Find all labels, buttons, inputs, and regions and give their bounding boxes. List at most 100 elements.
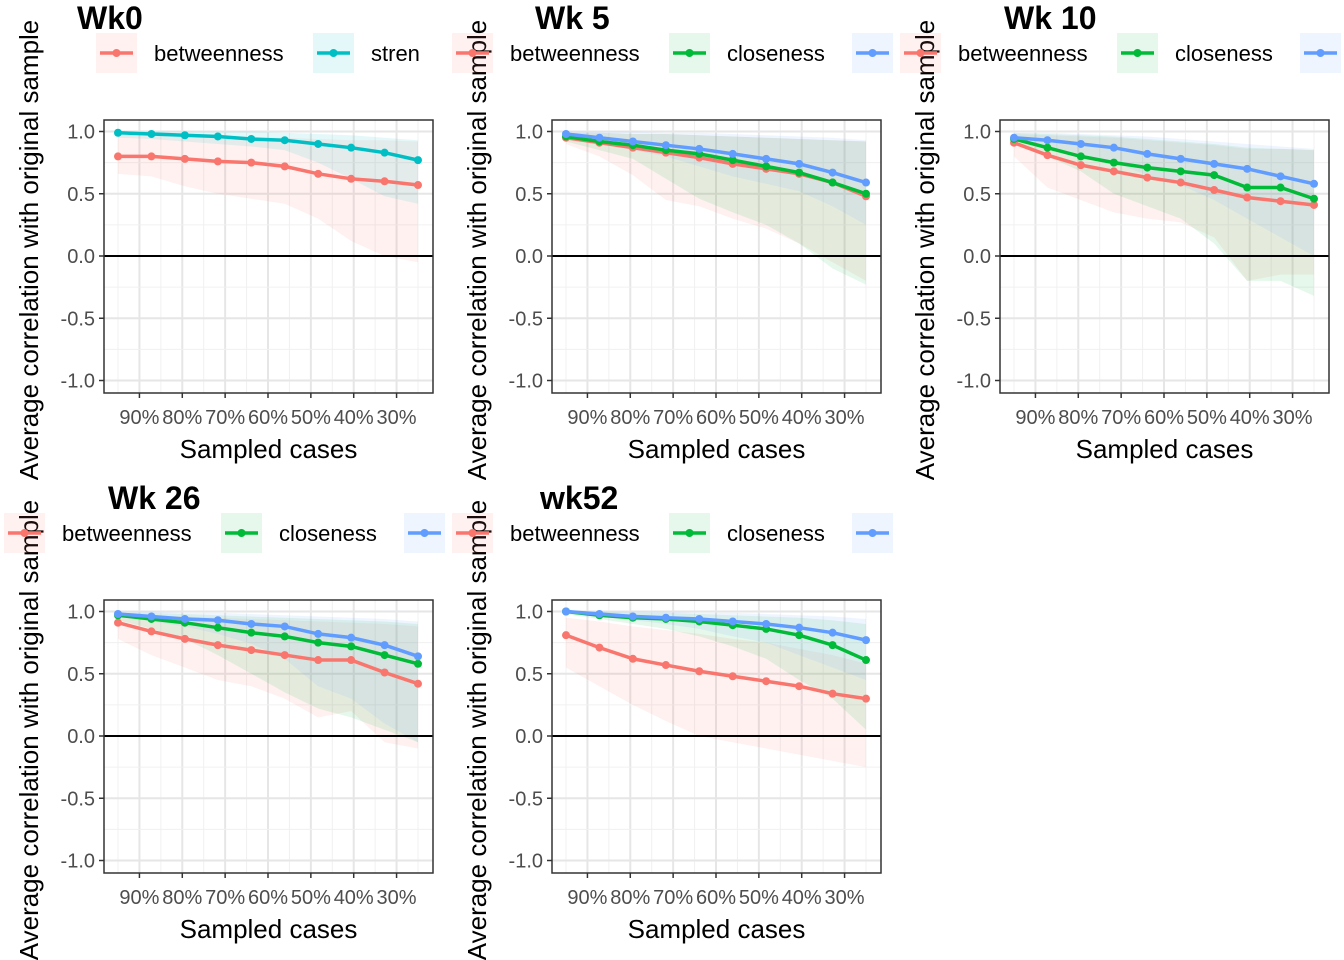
y-tick-label: 0.0 <box>963 246 991 268</box>
ci-ribbon-betweenness <box>118 613 418 749</box>
data-point-strength <box>213 132 222 141</box>
data-point-closeness <box>1243 183 1252 192</box>
legend-key-point <box>329 49 338 57</box>
x-tick-label: 70% <box>1101 407 1141 429</box>
data-point-strength <box>347 633 356 642</box>
x-tick-label: 60% <box>248 407 288 429</box>
data-point-strength <box>595 609 604 618</box>
legend-item-strength: strength <box>404 513 445 553</box>
data-point-strength <box>628 137 637 146</box>
y-tick-label: -1.0 <box>957 371 991 393</box>
data-point-strength <box>414 156 422 165</box>
series-line-betweenness <box>118 154 419 187</box>
data-point-closeness <box>247 628 256 637</box>
data-point-closeness <box>1310 194 1318 203</box>
data-point-strength <box>762 154 771 163</box>
y-tick-label: 0.5 <box>515 184 543 206</box>
data-point-strength <box>1010 133 1018 142</box>
ci-ribbon-strength <box>118 131 418 204</box>
data-point-closeness <box>1143 163 1152 172</box>
chart-title: wk52 <box>539 480 618 516</box>
data-point-betweenness <box>862 694 870 703</box>
chart-title: Wk 5 <box>535 0 610 36</box>
x-tick-label: 80% <box>1058 407 1098 429</box>
chart-panel-3: 1.0 0.5 0.0 -0.5 -1.0 90% 80% 70% 60% 50% 40% 30% Sa… <box>4 480 445 960</box>
x-tick-label: 90% <box>567 887 607 909</box>
y-tick-label: 1.0 <box>963 122 991 144</box>
data-point-strength <box>147 612 156 621</box>
data-point-strength <box>1210 159 1219 168</box>
legend-item-closeness: closeness <box>1117 33 1273 73</box>
data-point-strength <box>280 136 289 145</box>
data-point-betweenness <box>562 631 570 640</box>
y-tick-label: 1.0 <box>515 122 543 144</box>
legend-key-point <box>112 49 121 57</box>
x-tick-label: 70% <box>653 887 693 909</box>
data-point-strength <box>828 628 837 637</box>
data-point-betweenness <box>280 651 289 660</box>
x-tick-label: 90% <box>119 887 159 909</box>
data-point-betweenness <box>213 641 222 650</box>
data-point-betweenness <box>147 627 156 636</box>
data-point-betweenness <box>1109 167 1118 176</box>
x-axis-title: Sampled cases <box>1076 434 1254 464</box>
data-point-betweenness <box>247 158 256 167</box>
data-point-strength <box>795 159 804 168</box>
y-tick-label: -0.5 <box>61 788 95 810</box>
data-point-betweenness <box>247 646 256 655</box>
x-axis-title: Sampled cases <box>628 434 806 464</box>
y-tick-label: 0.5 <box>67 664 95 686</box>
data-point-betweenness <box>347 656 356 665</box>
legend-key-point <box>916 49 925 57</box>
legend-label: closeness <box>1175 41 1273 66</box>
x-tick-label: 50% <box>739 887 779 909</box>
x-tick-label: 30% <box>377 887 417 909</box>
y-tick-label: -1.0 <box>509 371 543 393</box>
x-tick-label: 70% <box>205 407 245 429</box>
legend-label: betweenness <box>510 41 640 66</box>
data-point-betweenness <box>1043 151 1052 160</box>
data-point-closeness <box>795 168 804 177</box>
data-point-strength <box>728 149 737 158</box>
y-axis-title: Average correlation with original sample <box>14 20 44 480</box>
series-line-closeness <box>117 613 419 666</box>
data-point-closeness <box>1109 158 1118 167</box>
data-point-closeness <box>1176 167 1185 176</box>
ci-ribbon-strength <box>566 611 866 680</box>
data-point-closeness <box>1076 152 1085 161</box>
y-tick-label: -1.0 <box>61 851 95 873</box>
y-tick-label: 0.5 <box>963 184 991 206</box>
data-point-closeness <box>828 178 837 187</box>
data-point-strength <box>762 619 771 628</box>
legend-item-strength: stren <box>313 33 420 73</box>
y-tick-label: 0.0 <box>67 246 95 268</box>
data-point-closeness <box>380 651 389 660</box>
x-tick-label: 60% <box>696 407 736 429</box>
series-line-strength <box>565 609 867 642</box>
legend-key-point <box>868 49 877 57</box>
legend-key-point <box>468 529 477 537</box>
data-point-strength <box>562 607 570 616</box>
data-point-strength <box>180 131 189 140</box>
series-line-betweenness <box>117 621 419 686</box>
legend-label: betweenness <box>154 41 284 66</box>
x-tick-label: 80% <box>610 887 650 909</box>
legend-key-point <box>685 49 694 57</box>
data-point-closeness <box>213 623 222 632</box>
data-point-strength <box>1109 143 1118 152</box>
x-tick-label: 30% <box>377 407 417 429</box>
data-point-closeness <box>1043 143 1052 152</box>
data-point-strength <box>280 622 289 631</box>
data-point-betweenness <box>795 682 804 691</box>
data-point-betweenness <box>347 174 356 183</box>
data-point-betweenness <box>1210 186 1219 195</box>
data-point-strength <box>595 133 604 142</box>
legend-key-point <box>685 529 694 537</box>
x-tick-label: 50% <box>739 407 779 429</box>
y-tick-label: -0.5 <box>509 308 543 330</box>
data-point-betweenness <box>1176 178 1185 187</box>
data-point-strength <box>661 141 670 150</box>
y-tick-label: 1.0 <box>515 602 543 624</box>
data-point-strength <box>661 613 670 622</box>
